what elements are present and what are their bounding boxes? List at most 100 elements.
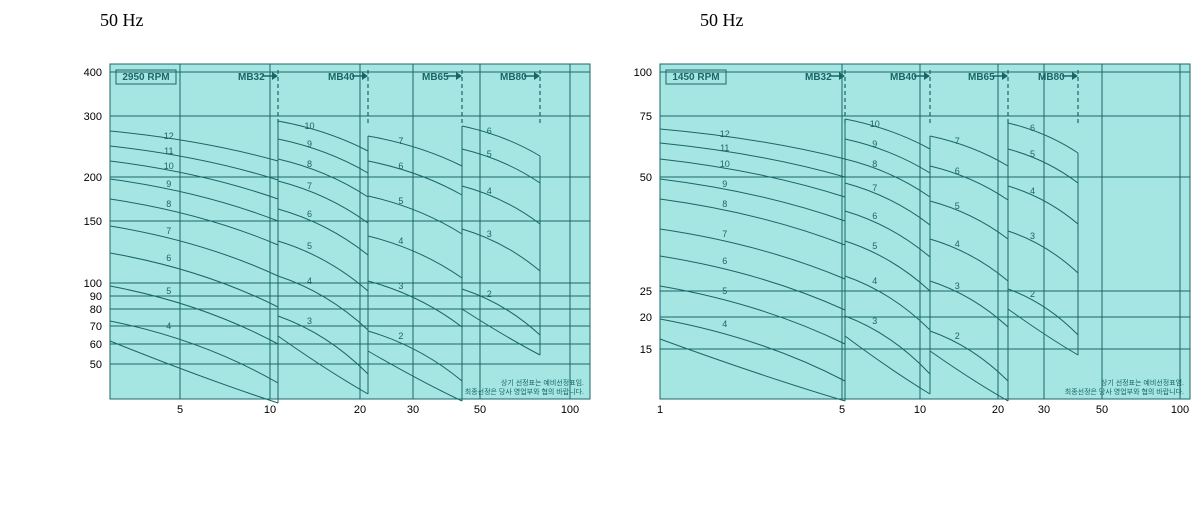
curve-number: 3: [955, 281, 960, 291]
y-tick-label: 50: [640, 172, 652, 184]
y-tick-label: 60: [90, 339, 102, 351]
curve-number: 9: [872, 139, 877, 149]
plot-background: [110, 64, 590, 399]
y-tick-label: 20: [640, 312, 652, 324]
series-label: MB65: [968, 72, 995, 83]
y-tick-label: 70: [90, 321, 102, 333]
curve-number: 9: [307, 139, 312, 149]
curve-number: 4: [166, 321, 171, 331]
curve-number: 6: [398, 161, 403, 171]
x-tick-label: 1: [657, 404, 663, 416]
curve-number: 5: [487, 149, 492, 159]
curve-number: 10: [720, 159, 730, 169]
curve-number: 8: [722, 199, 727, 209]
curve-number: 4: [398, 236, 403, 246]
curve-number: 8: [872, 159, 877, 169]
curve-number: 5: [166, 286, 171, 296]
x-tick-label: 10: [264, 404, 276, 416]
curve-number: 11: [164, 146, 173, 156]
curve-number: 10: [164, 161, 174, 171]
curve-number: 5: [307, 241, 312, 251]
y-tick-label: 300: [84, 111, 102, 123]
rpm-label: 2950 RPM: [122, 72, 169, 83]
curve-number: 4: [722, 319, 727, 329]
curve-number: 12: [164, 131, 174, 141]
x-tick-label: 50: [1096, 404, 1108, 416]
curve-number: 12: [720, 129, 730, 139]
series-label: MB40: [890, 72, 917, 83]
curve-number: 6: [307, 209, 312, 219]
curve-number: 10: [304, 121, 314, 131]
curve-number: 3: [398, 281, 403, 291]
curve-number: 8: [307, 159, 312, 169]
curve-number: 5: [398, 196, 403, 206]
series-label: MB32: [238, 72, 265, 83]
x-tick-label: 20: [354, 404, 366, 416]
curve-number: 6: [722, 256, 727, 266]
curve-number: 7: [722, 229, 727, 239]
x-tick-label: 50: [474, 404, 486, 416]
curve-number: 6: [872, 211, 877, 221]
x-tick-label: 20: [992, 404, 1004, 416]
curve-number: 11: [720, 143, 729, 153]
curve-number: 4: [955, 239, 960, 249]
curve-number: 4: [1030, 186, 1035, 196]
y-tick-label: 15: [640, 344, 652, 356]
curve-number: 6: [487, 126, 492, 136]
y-tick-label: 200: [84, 172, 102, 184]
footnote: 상기 선정표는 예비선정표임.: [1101, 378, 1184, 387]
y-tick-label: 100: [84, 278, 102, 290]
curve-number: 9: [166, 179, 171, 189]
curve-number: 7: [166, 226, 171, 236]
footnote: 최종선정은 당사 영업부와 협의 바랍니다.: [1065, 387, 1184, 396]
curve-number: 7: [398, 136, 403, 146]
curve-number: 2: [487, 289, 492, 299]
chart-panel: 50 Hz152025507510015102030501001450 RPMM…: [620, 10, 1200, 429]
x-tick-label: 30: [1038, 404, 1050, 416]
curve-number: 2: [1030, 289, 1035, 299]
curve-number: 4: [487, 186, 492, 196]
series-label: MB32: [805, 72, 832, 83]
curve-number: 2: [398, 331, 403, 341]
x-tick-label: 100: [1171, 404, 1189, 416]
curve-number: 4: [872, 276, 877, 286]
curve-number: 7: [955, 136, 960, 146]
curve-number: 7: [872, 183, 877, 193]
curve-number: 6: [1030, 123, 1035, 133]
series-label: MB40: [328, 72, 355, 83]
chart-svg: 5060708090100150200300400510203050100295…: [20, 39, 600, 429]
y-tick-label: 150: [84, 216, 102, 228]
curve-number: 3: [1030, 231, 1035, 241]
y-tick-label: 50: [90, 359, 102, 371]
curve-number: 3: [307, 316, 312, 326]
x-tick-label: 30: [407, 404, 419, 416]
curve-number: 6: [166, 253, 171, 263]
series-label: MB80: [500, 72, 527, 83]
curve-number: 5: [722, 286, 727, 296]
footnote: 최종선정은 당사 영업부와 협의 바랍니다.: [465, 387, 584, 396]
curve-number: 9: [722, 179, 727, 189]
curve-number: 2: [955, 331, 960, 341]
curve-number: 6: [955, 166, 960, 176]
x-tick-label: 100: [561, 404, 579, 416]
y-tick-label: 90: [90, 291, 102, 303]
chart-svg: 152025507510015102030501001450 RPMMB32MB…: [620, 39, 1200, 429]
curve-number: 4: [307, 276, 312, 286]
y-tick-label: 25: [640, 286, 652, 298]
chart-panel: 50 Hz50607080901001502003004005102030501…: [20, 10, 600, 429]
footnote: 상기 선정표는 예비선정표임.: [501, 378, 584, 387]
curve-number: 10: [870, 119, 880, 129]
y-tick-label: 80: [90, 304, 102, 316]
curve-number: 3: [487, 229, 492, 239]
curve-number: 8: [166, 199, 171, 209]
y-tick-label: 75: [640, 111, 652, 123]
chart-title: 50 Hz: [100, 10, 600, 31]
curve-number: 5: [1030, 149, 1035, 159]
series-label: MB80: [1038, 72, 1065, 83]
curve-number: 7: [307, 181, 312, 191]
x-tick-label: 5: [839, 404, 845, 416]
rpm-label: 1450 RPM: [672, 72, 719, 83]
x-tick-label: 10: [914, 404, 926, 416]
chart-title: 50 Hz: [700, 10, 1200, 31]
y-tick-label: 400: [84, 67, 102, 79]
